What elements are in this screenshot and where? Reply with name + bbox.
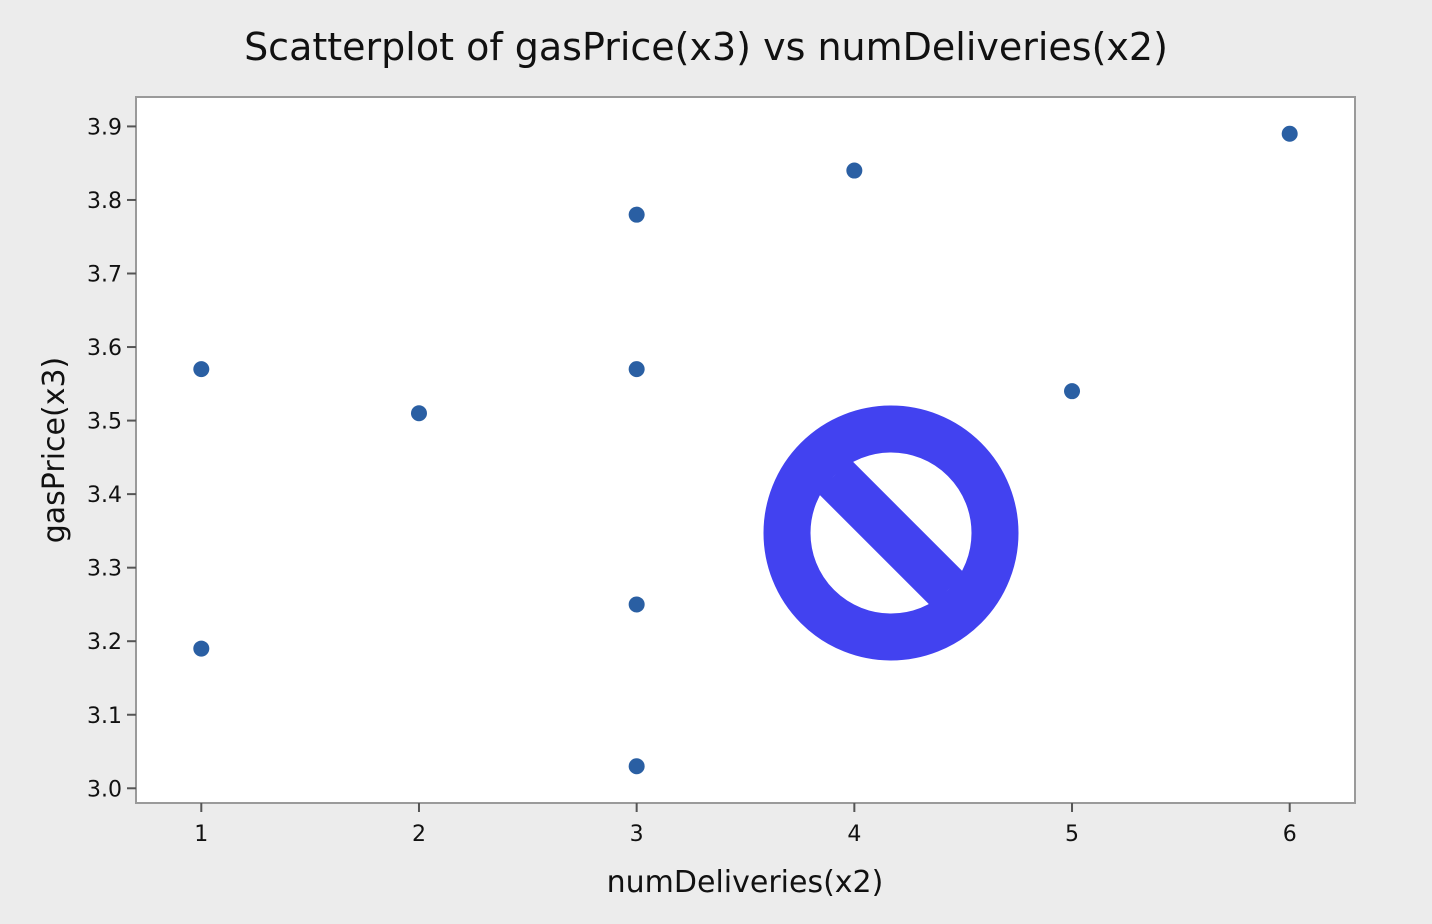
y-tick-label: 3.2 [87, 630, 122, 655]
data-point [846, 162, 863, 179]
y-tick-label: 3.9 [87, 115, 122, 140]
y-tick-label: 3.3 [87, 557, 122, 582]
x-tick-label: 2 [412, 822, 426, 847]
y-tick-label: 3.1 [87, 704, 122, 729]
no-entry-icon [763, 405, 1019, 661]
y-tick-label: 3.5 [87, 410, 122, 435]
data-points [193, 125, 1298, 775]
data-point [193, 361, 210, 378]
data-point [628, 206, 645, 223]
x-axis-label: numDeliveries(x2) [607, 865, 884, 900]
y-tick-label: 3.6 [87, 336, 122, 361]
x-tick-label: 6 [1283, 822, 1297, 847]
data-point [628, 596, 645, 613]
plot-area [135, 96, 1356, 804]
x-tick-label: 5 [1065, 822, 1079, 847]
data-point [1281, 125, 1298, 142]
chart-title: Scatterplot of gasPrice(x3) vs numDelive… [244, 25, 1168, 69]
x-tick-label: 1 [194, 822, 208, 847]
data-point [628, 758, 645, 775]
y-axis: 3.0 3.1 3.2 3.3 3.4 3.5 3.6 3.7 3.8 3.9 [87, 115, 136, 802]
x-tick-label: 4 [847, 822, 861, 847]
y-tick-label: 3.7 [87, 263, 122, 288]
data-point [628, 361, 645, 378]
data-point [193, 640, 210, 657]
y-tick-label: 3.4 [87, 483, 122, 508]
data-point [410, 405, 427, 422]
x-tick-label: 3 [630, 822, 644, 847]
data-point [1064, 383, 1081, 400]
y-tick-label: 3.0 [87, 777, 122, 802]
x-axis: 1 2 3 4 5 6 [194, 803, 1297, 847]
y-tick-label: 3.8 [87, 189, 122, 214]
y-axis-label: gasPrice(x3) [37, 357, 72, 544]
